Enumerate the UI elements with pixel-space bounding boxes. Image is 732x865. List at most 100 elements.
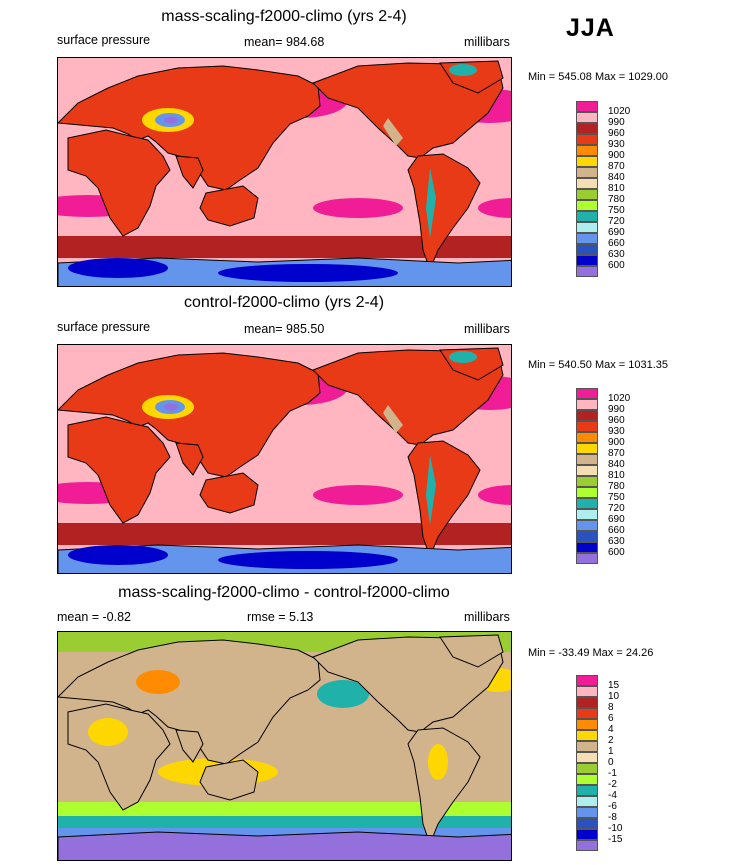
- colorbar-level-label: -8: [608, 812, 617, 823]
- map-canvas: [58, 632, 511, 860]
- panel-3-min-max: Min = -33.49 Max = 24.26: [528, 647, 654, 659]
- colorbar-level-label: 15: [608, 680, 620, 691]
- colorbar-level-label: 870: [608, 161, 625, 172]
- panel-1-units: millibars: [464, 35, 510, 49]
- colorbar-level-label: 10: [608, 691, 620, 702]
- colorbar-swatch: [576, 178, 598, 189]
- panel-2-mean: mean= 985.50: [244, 322, 325, 336]
- colorbar-swatch: [576, 719, 598, 730]
- map-canvas: [58, 345, 511, 573]
- south-america-landmass: [407, 727, 481, 846]
- colorbar-level-label: 1020: [608, 393, 631, 404]
- colorbar-swatch: [576, 730, 598, 741]
- samerica-diff-blob: [428, 744, 448, 780]
- greenland-contour: [449, 351, 477, 363]
- antarctica-landmass: [58, 831, 511, 860]
- colorbar-swatch: [576, 112, 598, 123]
- colorbar-swatch: [576, 763, 598, 774]
- africa-landmass: [67, 129, 171, 237]
- colorbar-swatch: [576, 101, 598, 112]
- colorbar-swatch: [576, 785, 598, 796]
- colorbar-swatch: [576, 189, 598, 200]
- colorbar-level-label: 780: [608, 481, 625, 492]
- colorbar-level-label: 720: [608, 503, 625, 514]
- colorbar-level-label: -2: [608, 779, 617, 790]
- colorbar-swatch: [576, 465, 598, 476]
- south-america-landmass: [407, 440, 481, 559]
- colorbar-level-label: 870: [608, 448, 625, 459]
- north-america-landmass: [312, 636, 504, 733]
- colorbar-swatch: [576, 498, 598, 509]
- colorbar-level-label: -10: [608, 823, 623, 834]
- tibet-contour-3: [164, 116, 178, 124]
- greenland-contour: [449, 64, 477, 76]
- colorbar-swatch: [576, 487, 598, 498]
- colorbar-level-label: 840: [608, 172, 625, 183]
- colorbar-swatch: [576, 829, 598, 840]
- colorbar-swatch: [576, 233, 598, 244]
- colorbar-level-label: 660: [608, 525, 625, 536]
- panel-3-title: mass-scaling-f2000-climo - control-f2000…: [118, 584, 450, 601]
- panel-1-title: mass-scaling-f2000-climo (yrs 2-4): [161, 8, 407, 25]
- colorbar-swatch: [576, 145, 598, 156]
- colorbar-swatch: [576, 123, 598, 134]
- south-pacific-high: [313, 485, 403, 505]
- africa-diff-blob: [88, 718, 128, 746]
- colorbar-swatch: [576, 752, 598, 763]
- panel-2-units: millibars: [464, 322, 510, 336]
- panel-2-title: control-f2000-climo (yrs 2-4): [183, 294, 385, 311]
- south-atlantic-high: [478, 485, 511, 505]
- rockies-contour: [383, 405, 403, 433]
- rockies-contour: [383, 118, 403, 146]
- pacific-blob: [317, 680, 369, 708]
- antarctic-contour-2: [218, 551, 398, 569]
- antarctic-contour-1: [68, 545, 168, 565]
- colorbar-level-label: 0: [608, 757, 614, 768]
- south-atlantic-high: [478, 198, 511, 218]
- southern-band-2: [58, 816, 511, 830]
- colorbar-level-label: 900: [608, 150, 625, 161]
- colorbar-level-label: 2: [608, 735, 614, 746]
- australia-landmass: [199, 759, 259, 801]
- panel-2-map: [57, 344, 512, 574]
- southern-low-band: [58, 523, 511, 545]
- colorbar-swatch: [576, 200, 598, 211]
- andes-contour: [426, 455, 436, 525]
- panel-3-map: [57, 631, 512, 861]
- antarctic-contour-2: [218, 264, 398, 282]
- colorbar-swatch: [576, 796, 598, 807]
- colorbar-swatch: [576, 818, 598, 829]
- southern-low-band: [58, 236, 511, 258]
- map-canvas: [58, 58, 511, 286]
- colorbar-swatch: [576, 454, 598, 465]
- tibet-contour-3: [164, 403, 178, 411]
- colorbar-level-label: 1020: [608, 106, 631, 117]
- colorbar-swatch: [576, 840, 598, 851]
- colorbar-level-label: 960: [608, 128, 625, 139]
- colorbar-level-label: 690: [608, 227, 625, 238]
- south-pacific-high: [313, 198, 403, 218]
- colorbar-level-label: 990: [608, 117, 625, 128]
- colorbar-level-label: -4: [608, 790, 617, 801]
- southern-band-1: [58, 802, 511, 818]
- colorbar-swatch: [576, 421, 598, 432]
- colorbar-level-label: 660: [608, 238, 625, 249]
- india-landmass: [175, 729, 204, 763]
- colorbar-level-label: 750: [608, 492, 625, 503]
- colorbar-level-label: 720: [608, 216, 625, 227]
- colorbar-swatch: [576, 697, 598, 708]
- colorbar-level-label: -15: [608, 834, 623, 845]
- colorbar-swatch: [576, 134, 598, 145]
- asia-landmass: [58, 352, 321, 478]
- colorbar-swatch: [576, 410, 598, 421]
- colorbar-swatch: [576, 774, 598, 785]
- colorbar-swatch: [576, 432, 598, 443]
- colorbar-level-label: 600: [608, 260, 625, 271]
- asia-landmass: [58, 639, 321, 765]
- colorbar-level-label: 960: [608, 415, 625, 426]
- colorbar-swatch: [576, 531, 598, 542]
- colorbar-level-label: 4: [608, 724, 614, 735]
- colorbar-level-label: 630: [608, 249, 625, 260]
- colorbar-level-label: 750: [608, 205, 625, 216]
- colorbar-swatch: [576, 399, 598, 410]
